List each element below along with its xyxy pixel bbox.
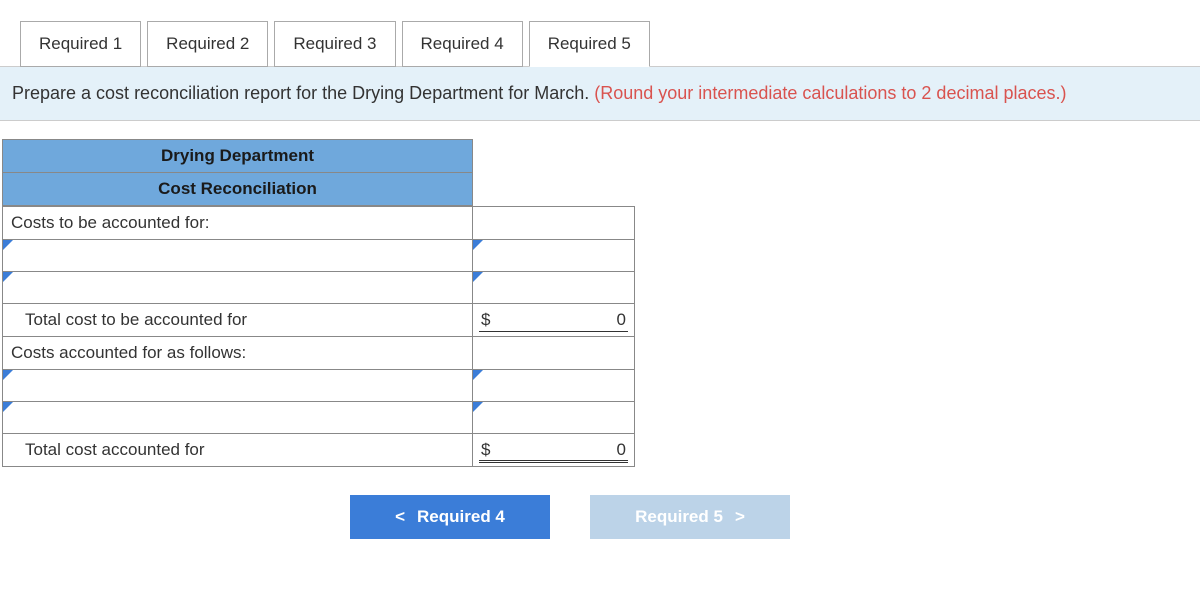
cost-reconciliation-table: Drying Department Cost Reconciliation (2, 139, 473, 206)
prev-button[interactable]: < Required 4 (350, 495, 550, 539)
amount-total-to-be: 0 (617, 310, 626, 330)
row-dropdown-1[interactable] (3, 240, 473, 272)
instruction-panel: Prepare a cost reconciliation report for… (0, 67, 1200, 121)
dropdown-indicator-icon (473, 402, 483, 412)
tabs-container: Required 1 Required 2 Required 3 Require… (0, 0, 1200, 67)
table-header-dept: Drying Department (3, 140, 473, 173)
row-label-costs-to-be: Costs to be accounted for: (3, 207, 473, 240)
next-button[interactable]: Required 5 > (590, 495, 790, 539)
instruction-text: Prepare a cost reconciliation report for… (12, 83, 594, 103)
dropdown-indicator-icon (3, 402, 13, 412)
chevron-left-icon: < (395, 507, 405, 527)
double-underline (479, 460, 628, 463)
dropdown-indicator-icon (3, 370, 13, 380)
amount-total-acct: 0 (617, 440, 626, 460)
tab-required-5[interactable]: Required 5 (529, 21, 650, 67)
row-label-costs-follows: Costs accounted for as follows: (3, 337, 473, 370)
value-input-4[interactable] (473, 402, 635, 434)
tab-required-2[interactable]: Required 2 (147, 21, 268, 67)
single-underline (479, 331, 628, 332)
nav-buttons: < Required 4 Required 5 > (350, 495, 1200, 539)
chevron-right-icon: > (735, 507, 745, 527)
row-dropdown-2[interactable] (3, 272, 473, 304)
prev-button-label: Required 4 (417, 507, 505, 527)
table-header-title: Cost Reconciliation (3, 173, 473, 206)
tab-required-3[interactable]: Required 3 (274, 21, 395, 67)
dropdown-indicator-icon (473, 272, 483, 282)
row-dropdown-3[interactable] (3, 370, 473, 402)
currency-symbol: $ (481, 310, 490, 330)
cost-reconciliation-body: Costs to be accounted for: Total cost to… (2, 206, 635, 467)
value-total-to-be: $ 0 (473, 304, 635, 337)
row-label-total-acct: Total cost accounted for (3, 434, 473, 467)
value-input-1[interactable] (473, 240, 635, 272)
dropdown-indicator-icon (473, 370, 483, 380)
tab-required-4[interactable]: Required 4 (402, 21, 523, 67)
currency-symbol: $ (481, 440, 490, 460)
dropdown-indicator-icon (3, 240, 13, 250)
value-input-3[interactable] (473, 370, 635, 402)
value-cell (473, 207, 635, 240)
dropdown-indicator-icon (473, 240, 483, 250)
tab-required-1[interactable]: Required 1 (20, 21, 141, 67)
dropdown-indicator-icon (3, 272, 13, 282)
next-button-label: Required 5 (635, 507, 723, 527)
instruction-hint: (Round your intermediate calculations to… (594, 83, 1066, 103)
value-cell (473, 337, 635, 370)
value-input-2[interactable] (473, 272, 635, 304)
row-dropdown-4[interactable] (3, 402, 473, 434)
row-label-total-to-be: Total cost to be accounted for (3, 304, 473, 337)
worksheet-area: Drying Department Cost Reconciliation Co… (2, 139, 1200, 467)
value-total-acct: $ 0 (473, 434, 635, 467)
